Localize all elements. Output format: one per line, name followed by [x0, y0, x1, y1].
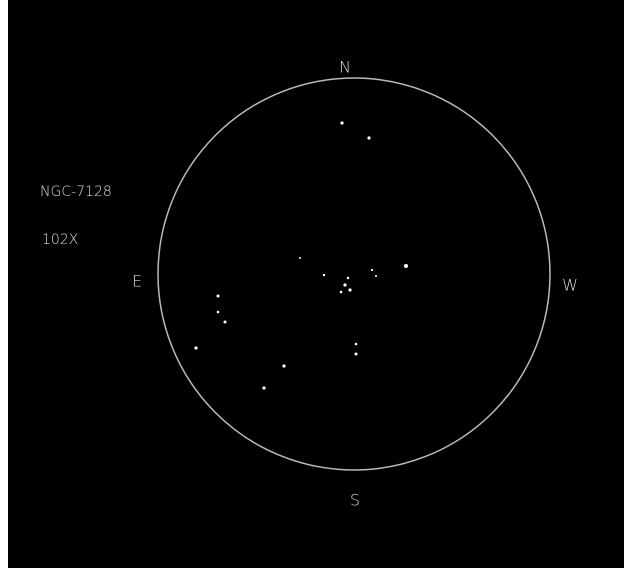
star: [375, 275, 377, 277]
star: [371, 269, 373, 271]
body: N S E W NGC-7128 102X (() => { const dat…: [0, 0, 632, 580]
magnification-label: 102X: [42, 232, 78, 248]
star: [367, 136, 370, 139]
star: [404, 264, 408, 268]
star: [340, 121, 343, 124]
east-label: E: [132, 272, 142, 291]
star: [347, 277, 349, 279]
star: [217, 311, 220, 314]
star: [194, 346, 197, 349]
star: [340, 291, 343, 294]
north-label: N: [339, 58, 351, 77]
west-label: W: [562, 276, 578, 295]
star: [262, 386, 265, 389]
star: [355, 353, 358, 356]
page: {"compass": {"north": "N", "south": "S",…: [0, 0, 632, 580]
star: [282, 364, 285, 367]
star: [355, 343, 358, 346]
star: [217, 295, 220, 298]
star: [299, 257, 301, 259]
star: [348, 288, 351, 291]
sketch-background: [8, 0, 624, 568]
star: [224, 321, 227, 324]
sketch: N S E W NGC-7128 102X: [0, 0, 632, 580]
star: [343, 283, 346, 286]
object-label: NGC-7128: [40, 184, 112, 200]
star: [323, 274, 325, 276]
south-label: S: [350, 491, 360, 510]
